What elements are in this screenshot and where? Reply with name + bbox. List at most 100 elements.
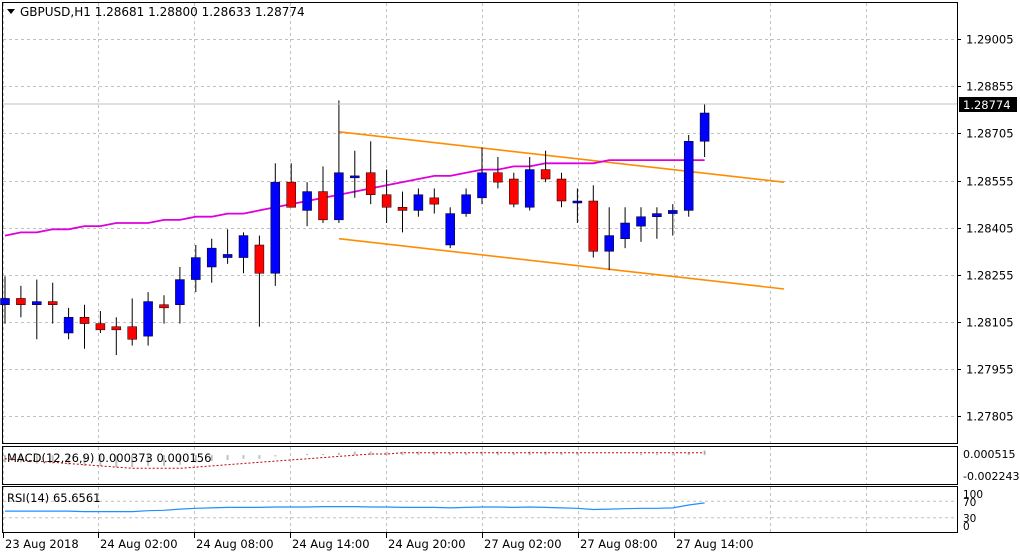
collapse-triangle-icon[interactable]	[7, 9, 15, 14]
candle-body	[652, 213, 662, 217]
price-axis: 1.29005 1.28855 1.28705 1.28555 1.28405 1.282…	[957, 33, 1014, 424]
candle-body	[318, 191, 328, 221]
candle-bullish	[413, 188, 424, 217]
rsi-series	[3, 500, 957, 519]
candle-body	[429, 197, 440, 205]
candle-body	[556, 178, 567, 202]
candle-body	[445, 213, 455, 246]
candle-bearish	[365, 141, 376, 205]
candle-body	[334, 172, 344, 221]
symbol-header: GBPUSD,H1 1.28681 1.28800 1.28633 1.2877…	[20, 5, 305, 19]
current-price-tag	[959, 97, 1017, 112]
candle-bearish	[254, 235, 265, 327]
macd-series	[4, 450, 706, 469]
x-tick-label: 27 Aug 14:00	[676, 537, 754, 551]
macd-label: MACD(12,26,9) 0.000373 0.000156	[7, 451, 211, 465]
candles	[0, 100, 710, 355]
candle-bearish	[47, 282, 58, 324]
candle-body	[668, 210, 678, 214]
candle-bullish	[477, 147, 487, 205]
candle-bearish	[509, 172, 519, 208]
candle-bullish	[270, 163, 281, 286]
y-tick-label: 1.28405	[966, 222, 1014, 236]
y-tick-label: 1.27955	[966, 363, 1014, 377]
candle-bearish	[429, 188, 440, 214]
y-tick-label: 1.28705	[966, 127, 1014, 141]
macd-signal-line	[4, 452, 705, 469]
candle-bullish	[0, 276, 10, 324]
candle-body	[159, 304, 169, 309]
candle-body	[493, 172, 503, 183]
rsi-line	[5, 502, 705, 513]
candle-body	[302, 191, 312, 211]
y-tick-label: 1.28105	[966, 316, 1014, 330]
candle-bullish	[302, 182, 312, 227]
candle-bearish	[556, 172, 567, 208]
candle-body	[397, 207, 408, 211]
y-tick-label: 1.29005	[966, 33, 1014, 47]
candle-body	[286, 181, 296, 208]
candle-body	[524, 169, 535, 208]
current-price-value: 1.28774	[963, 98, 1011, 112]
candle-body	[540, 169, 551, 180]
candle-body	[222, 254, 233, 258]
candle-body	[683, 141, 694, 211]
candle-bearish	[588, 185, 599, 258]
candle-bearish	[111, 317, 122, 355]
macd-grid	[3, 447, 867, 484]
candle-body	[47, 301, 58, 305]
y-tick-label: 1.28855	[966, 80, 1014, 94]
x-tick-label: 24 Aug 08:00	[196, 537, 274, 551]
candle-body	[477, 172, 487, 199]
candle-body	[191, 257, 201, 280]
channel-upper-line	[338, 131, 785, 183]
candle-body	[206, 247, 217, 268]
x-tick-label: 24 Aug 14:00	[292, 537, 370, 551]
candle-body	[0, 298, 10, 305]
candle-bearish	[397, 191, 408, 233]
candle-body	[509, 178, 519, 205]
rsi-grid	[3, 487, 867, 532]
candle-bearish	[95, 311, 106, 333]
candle-body	[572, 200, 583, 204]
candle-bullish	[572, 188, 583, 223]
time-axis: 23 Aug 2018 24 Aug 02:00 24 Aug 08:00 24 Au…	[3, 533, 754, 551]
candle-body	[238, 235, 249, 258]
candle-bullish	[620, 207, 630, 249]
candle-bullish	[636, 207, 646, 242]
rsi-scale-0: 0	[963, 521, 970, 533]
candle-bullish	[652, 207, 662, 239]
candle-bullish	[63, 307, 74, 340]
candle-body	[79, 317, 90, 324]
candle-body	[32, 301, 42, 305]
candle-bearish	[127, 298, 137, 346]
candle-body	[413, 194, 424, 211]
candle-bullish	[206, 238, 217, 283]
candle-bullish	[604, 207, 614, 271]
channel-lines	[338, 131, 785, 290]
candle-body	[95, 323, 106, 331]
candle-bullish	[175, 267, 185, 324]
candle-bearish	[381, 169, 392, 223]
candle-body	[461, 194, 471, 214]
candle-bearish	[159, 295, 169, 324]
rsi-scale-30: 30	[963, 513, 976, 525]
candle-bearish	[286, 163, 296, 208]
candle-body	[365, 172, 376, 195]
candle-body	[175, 279, 185, 305]
candle-body	[350, 175, 360, 179]
candle-bullish	[350, 150, 360, 198]
candle-body	[699, 112, 710, 142]
main-grid	[3, 3, 957, 443]
x-tick-label: 24 Aug 02:00	[100, 537, 178, 551]
candle-body	[63, 317, 74, 334]
candle-body	[381, 194, 392, 208]
candle-bullish	[334, 100, 344, 223]
channel-lower-line	[338, 237, 785, 290]
candle-body	[16, 298, 26, 305]
candle-body	[620, 222, 630, 239]
candle-bullish	[191, 245, 201, 293]
macd-plot-frame	[2, 446, 958, 485]
candle-bullish	[222, 229, 233, 264]
